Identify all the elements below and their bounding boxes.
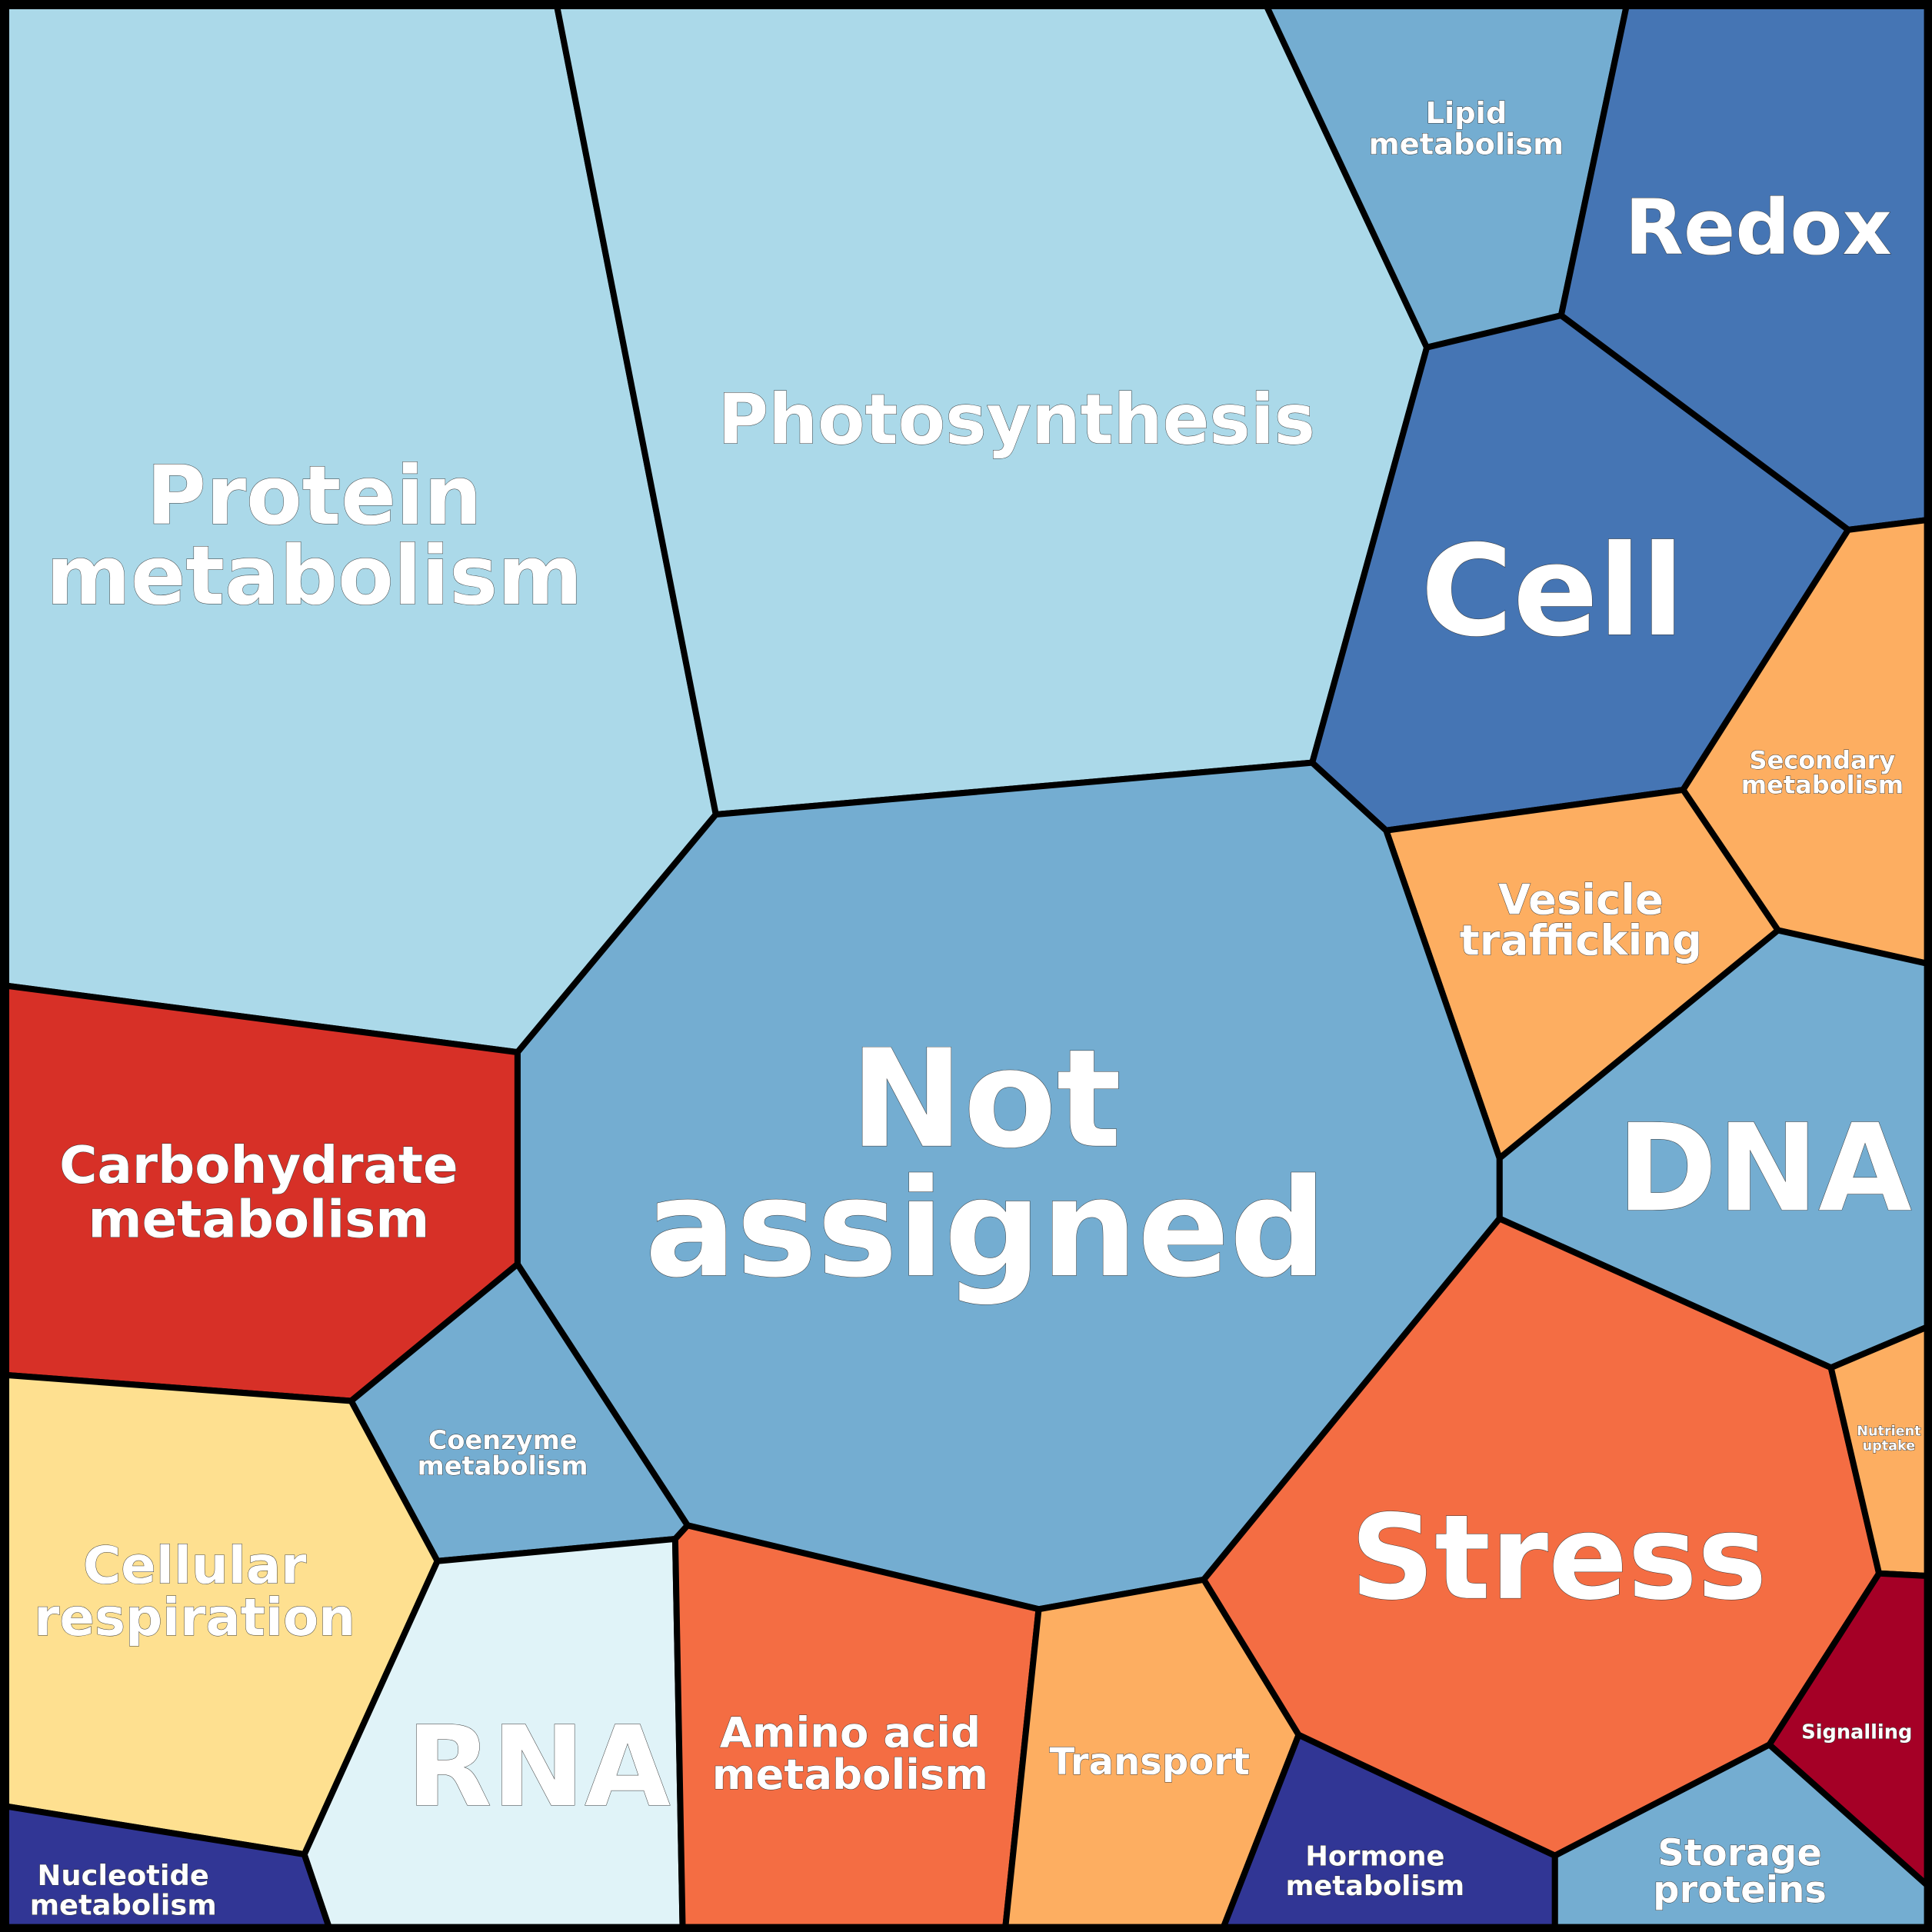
label-hormone-metabolism: Hormone bbox=[1305, 1840, 1444, 1872]
label-hormone-metabolism: metabolism bbox=[1286, 1870, 1465, 1902]
label-amino-acid-metabolism: Amino acid bbox=[720, 1708, 981, 1757]
label-amino-acid-metabolism: metabolism bbox=[712, 1750, 988, 1799]
label-lipid-metabolism: Lipid bbox=[1425, 96, 1507, 131]
label-nutrient-uptake: uptake bbox=[1863, 1439, 1916, 1454]
label-lipid-metabolism: metabolism bbox=[1369, 127, 1564, 162]
label-vesicle-trafficking: Vesicle bbox=[1498, 875, 1664, 924]
label-cell: Cell bbox=[1421, 518, 1684, 665]
label-nutrient-uptake: Nutrient bbox=[1857, 1424, 1921, 1439]
label-secondary-metabolism: metabolism bbox=[1741, 771, 1904, 800]
label-redox: Redox bbox=[1625, 184, 1892, 272]
label-rna: RNA bbox=[406, 1703, 670, 1832]
label-storage-proteins: Storage bbox=[1657, 1831, 1822, 1874]
label-transport: Transport bbox=[1049, 1740, 1249, 1784]
label-nucleotide-metabolism: Nucleotide bbox=[38, 1859, 209, 1892]
label-protein-metabolism: Protein bbox=[147, 448, 482, 543]
label-carbohydrate-metabolism: metabolism bbox=[88, 1189, 429, 1249]
label-nucleotide-metabolism: metabolism bbox=[30, 1889, 217, 1922]
label-vesicle-trafficking: trafficking bbox=[1460, 916, 1702, 965]
label-stress: Stress bbox=[1351, 1490, 1767, 1626]
label-cellular-respiration: Cellular bbox=[83, 1536, 307, 1596]
label-coenzyme-metabolism: Coenzyme bbox=[428, 1425, 578, 1455]
label-photosynthesis: Photosynthesis bbox=[718, 381, 1315, 461]
label-not-assigned: assigned bbox=[645, 1149, 1326, 1307]
label-not-assigned: Not bbox=[850, 1020, 1121, 1178]
label-secondary-metabolism: Secondary bbox=[1750, 746, 1896, 775]
label-cellular-respiration: respiration bbox=[34, 1587, 355, 1647]
label-dna: DNA bbox=[1617, 1098, 1912, 1239]
label-protein-metabolism: metabolism bbox=[46, 528, 583, 623]
label-carbohydrate-metabolism: Carbohydrate bbox=[59, 1135, 458, 1195]
label-storage-proteins: proteins bbox=[1653, 1869, 1827, 1912]
label-signalling: Signalling bbox=[1801, 1720, 1912, 1744]
label-coenzyme-metabolism: metabolism bbox=[418, 1451, 588, 1481]
